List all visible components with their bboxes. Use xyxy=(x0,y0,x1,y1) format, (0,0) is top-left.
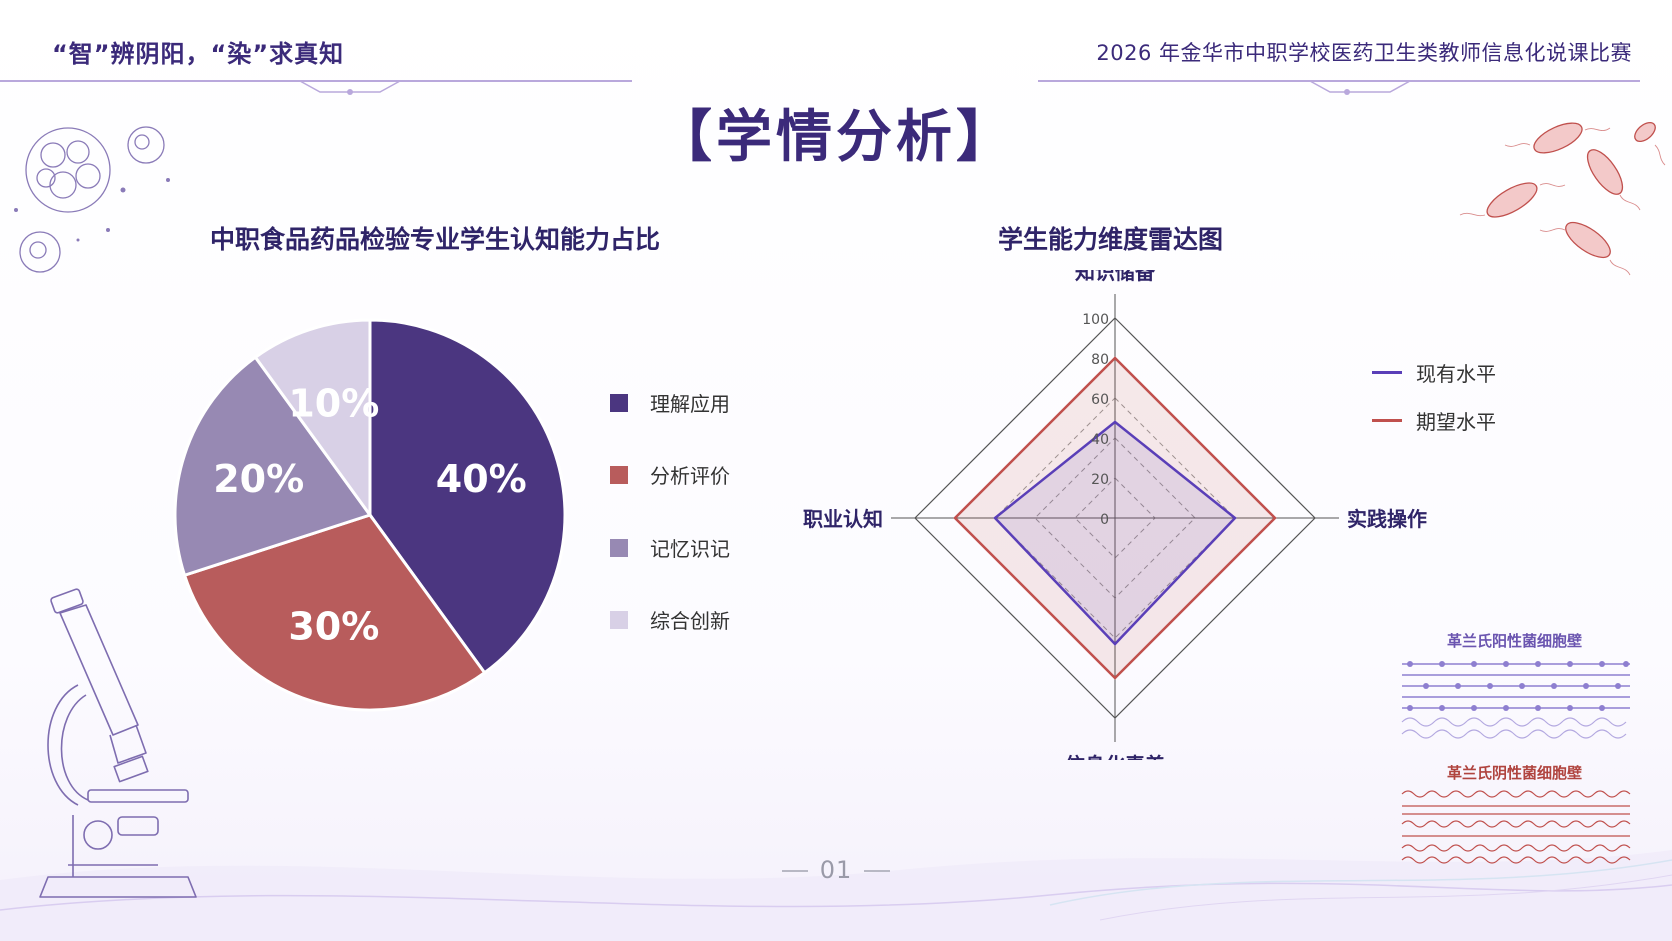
radar-tick-label: 40 xyxy=(1091,432,1109,448)
legend-swatch xyxy=(610,393,628,412)
pie-data-label: 40% xyxy=(436,457,527,501)
radar-grid-ring xyxy=(1074,477,1156,559)
pie-legend-item: 分析评价 xyxy=(610,460,730,489)
legend-label: 现有水平 xyxy=(1416,362,1496,386)
legend-label: 期望水平 xyxy=(1416,410,1496,434)
gram-positive-illustration xyxy=(1401,661,1630,739)
legend-label: 理解应用 xyxy=(650,392,730,416)
bacteria-illustration xyxy=(1459,121,1666,276)
radar-series-polygon xyxy=(993,420,1237,646)
legend-label: 综合创新 xyxy=(650,609,730,633)
radar-axis-label: 知识储备 xyxy=(1075,270,1156,284)
radar-axis-label: 职业认知 xyxy=(803,507,883,531)
header-left-title: “智”辨阴阳，“染”求真知 xyxy=(52,40,345,68)
header-divider xyxy=(0,80,1640,95)
pie-legend-item: 记忆识记 xyxy=(610,533,730,562)
page-number-text: 01 xyxy=(819,856,853,884)
radar-tick-label: 0 xyxy=(1100,512,1109,528)
page-number-dash xyxy=(864,870,891,872)
page-title: 【学情分析】 xyxy=(656,105,1016,170)
legend-label: 分析评价 xyxy=(650,464,730,488)
legend-line xyxy=(1372,371,1402,374)
legend-swatch xyxy=(610,610,628,629)
page-number: 01 xyxy=(0,856,1672,884)
pie-slice xyxy=(368,318,567,675)
radar-chart: 0 20 40 60 80 100 知识储备实践操作信息化素养 职业认知 xyxy=(803,270,1427,760)
pie-legend-item: 理解应用 xyxy=(610,388,730,417)
pie-data-label: 30% xyxy=(288,604,379,648)
legend-line xyxy=(1372,419,1402,422)
radar-legend-item: 现有水平 xyxy=(1372,358,1496,387)
gram-positive-label: 革兰氏阳性菌细胞壁 xyxy=(1447,632,1583,650)
gram-negative-illustration xyxy=(1401,790,1631,864)
pie-data-label: 20% xyxy=(213,457,304,501)
pie-slice xyxy=(173,355,373,578)
radar-tick-label: 60 xyxy=(1091,392,1109,408)
pie-chart: 40% 30% 20% 10% xyxy=(173,318,567,712)
legend-label: 记忆识记 xyxy=(650,537,730,561)
radar-tick-label: 100 xyxy=(1082,312,1109,328)
legend-swatch xyxy=(610,465,628,484)
microscope-illustration xyxy=(39,588,197,898)
radar-tick-label: 80 xyxy=(1091,352,1109,368)
pie-legend-item: 综合创新 xyxy=(610,605,730,634)
radar-axis-label: 信息化素养 xyxy=(1065,753,1165,760)
pie-chart-title: 中职食品药品检验专业学生认知能力占比 xyxy=(210,225,661,254)
gram-negative-label: 革兰氏阴性菌细胞壁 xyxy=(1447,764,1583,782)
radar-series-polygon xyxy=(953,356,1277,680)
radar-axis-label: 实践操作 xyxy=(1347,507,1427,531)
radar-tick-label: 20 xyxy=(1091,472,1109,488)
header-right-title: 2026 年金华市中职学校医药卫生类教师信息化说课比赛 xyxy=(1096,41,1632,65)
pie-data-label: 10% xyxy=(288,382,379,426)
pie-slice xyxy=(253,318,372,520)
pie-slice xyxy=(182,513,487,712)
radar-chart-title: 学生能力维度雷达图 xyxy=(998,225,1224,254)
radar-legend-item: 期望水平 xyxy=(1372,406,1496,435)
page-number-dash xyxy=(781,870,808,872)
cell-cluster-illustration xyxy=(14,126,170,273)
legend-swatch xyxy=(610,538,628,557)
